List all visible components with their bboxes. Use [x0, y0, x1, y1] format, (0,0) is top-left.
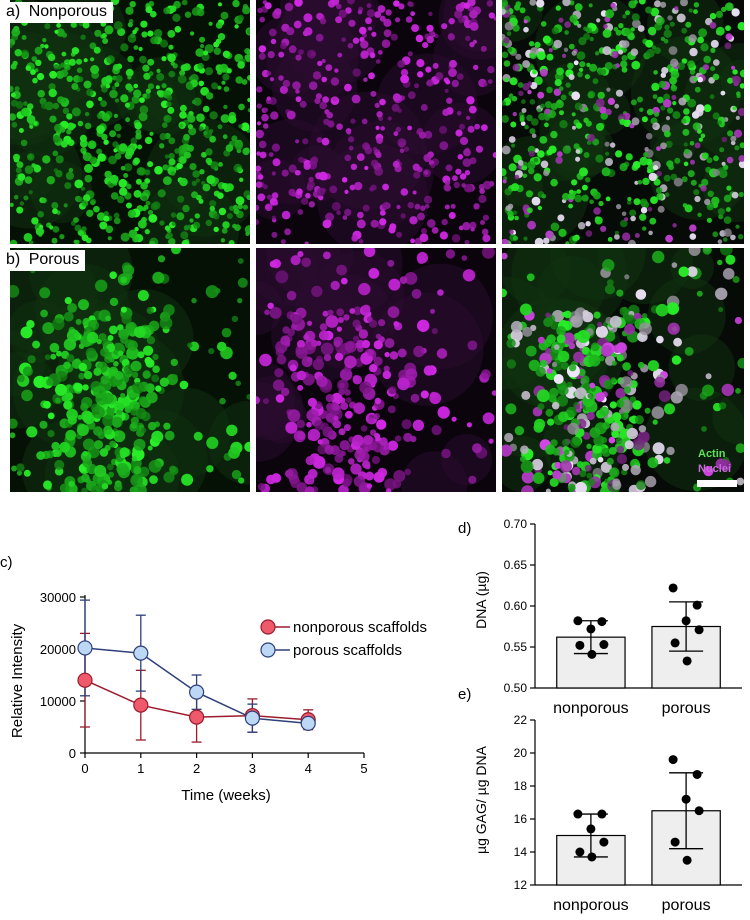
- category-label-nonporous: nonporous: [553, 897, 629, 914]
- panel-d-label: d): [458, 520, 471, 537]
- point-nonporous: [133, 697, 149, 713]
- data-point-porous: [668, 583, 678, 593]
- chart-c-ytick-label: 30000: [40, 590, 76, 605]
- ytick-label: 20: [514, 746, 528, 760]
- scale-bar: [697, 480, 737, 487]
- ytick-label: 0.65: [504, 558, 528, 572]
- chart-c-xtick-label: 1: [137, 761, 144, 776]
- data-point-nonporous: [573, 616, 583, 626]
- chart-c-xtick-label: 4: [305, 761, 312, 776]
- data-point-nonporous: [575, 847, 585, 857]
- data-point-nonporous: [586, 824, 596, 834]
- point-porous: [133, 645, 149, 661]
- line-chart-relative-intensity: 0 10000 20000 30000 0 1 2 3 4 5: [40, 590, 368, 776]
- panel-a-label: a): [6, 3, 21, 20]
- chart-c-legend: nonporous scaffolds porous scaffolds: [260, 619, 427, 659]
- chart-c-ytick-label: 20000: [40, 642, 76, 657]
- chart-c-ytick-label: 0: [69, 746, 76, 761]
- data-point-porous: [670, 638, 680, 648]
- ytick-label: 0.60: [504, 599, 528, 613]
- micrograph-nonporous-nuclei: [256, 0, 496, 244]
- panel-b-title: Porous: [28, 251, 80, 268]
- panel-e-label: e): [458, 686, 471, 703]
- data-point-nonporous: [573, 809, 583, 819]
- data-point-nonporous: [597, 809, 607, 819]
- ytick-label: 14: [514, 845, 528, 859]
- data-point-porous: [668, 755, 678, 765]
- chart-c-xtick-label: 2: [193, 761, 200, 776]
- point-nonporous: [189, 709, 205, 725]
- chart-e-ylabel: µg GAG/ µg DNA: [473, 745, 489, 854]
- point-porous: [244, 710, 260, 726]
- point-porous: [77, 640, 93, 656]
- panel-b-label: b): [6, 251, 21, 268]
- data-point-porous: [692, 600, 702, 610]
- panel-c-label: c): [0, 554, 13, 571]
- actin-stain-label: Actin: [698, 448, 726, 460]
- ytick-label: 0.70: [504, 517, 528, 531]
- panel-a-title: Nonporous: [28, 3, 107, 20]
- data-point-nonporous: [586, 624, 596, 634]
- point-nonporous: [77, 672, 93, 688]
- legend-marker-nonporous: [260, 619, 276, 635]
- nuclei-stain-label: Nuclei: [698, 463, 732, 475]
- micrograph-nonporous-merged: [502, 0, 744, 244]
- legend-marker-porous: [260, 642, 276, 658]
- chart-d-ylabel: DNA (µg): [473, 571, 489, 629]
- legend-label-nonporous: nonporous scaffolds: [293, 619, 427, 636]
- point-porous: [300, 715, 316, 731]
- data-point-nonporous: [587, 649, 597, 659]
- data-point-porous: [681, 794, 691, 804]
- ytick-label: 16: [514, 812, 528, 826]
- ytick-label: 18: [514, 779, 528, 793]
- micrograph-porous-nuclei: [256, 248, 496, 492]
- data-point-porous: [682, 855, 692, 865]
- data-point-nonporous: [587, 852, 597, 862]
- data-point-nonporous: [597, 617, 607, 627]
- data-point-porous: [692, 769, 702, 779]
- micrograph-porous-actin: [10, 248, 250, 492]
- ytick-label: 22: [514, 713, 528, 727]
- category-label-nonporous: nonporous: [553, 700, 629, 717]
- data-point-porous: [681, 616, 691, 626]
- category-label-porous: porous: [662, 897, 711, 914]
- ytick-label: 12: [514, 878, 528, 892]
- chart-c-xtick-label: 5: [360, 761, 367, 776]
- bar-chart-gag: 12 14 16 18 20 22 nonporous porous: [514, 713, 742, 914]
- data-point-nonporous: [599, 837, 609, 847]
- chart-c-xtick-label: 0: [81, 761, 88, 776]
- panel-b-tag: b) Porous: [0, 250, 86, 271]
- data-point-nonporous: [599, 640, 609, 650]
- data-point-nonporous: [575, 640, 585, 650]
- micrograph-nonporous-actin: [10, 0, 250, 244]
- point-porous: [189, 684, 205, 700]
- data-point-porous: [694, 625, 704, 635]
- chart-c-ytick-label: 10000: [40, 694, 76, 709]
- data-point-porous: [682, 656, 692, 666]
- micrograph-porous-merged: [502, 248, 744, 492]
- chart-c-ylabel: Relative Intensity: [9, 623, 26, 738]
- chart-c-xtick-label: 3: [249, 761, 256, 776]
- panel-a-tag: a) Nonporous: [0, 2, 113, 23]
- ytick-label: 0.55: [504, 640, 528, 654]
- bar-chart-dna: 0.50 0.55 0.60 0.65 0.70 nonporous porous: [504, 517, 742, 717]
- legend-label-porous: porous scaffolds: [293, 642, 402, 659]
- chart-c-xlabel: Time (weeks): [181, 787, 270, 804]
- category-label-porous: porous: [662, 700, 711, 717]
- ytick-label: 0.50: [504, 681, 528, 695]
- data-point-porous: [694, 806, 704, 816]
- data-point-porous: [670, 837, 680, 847]
